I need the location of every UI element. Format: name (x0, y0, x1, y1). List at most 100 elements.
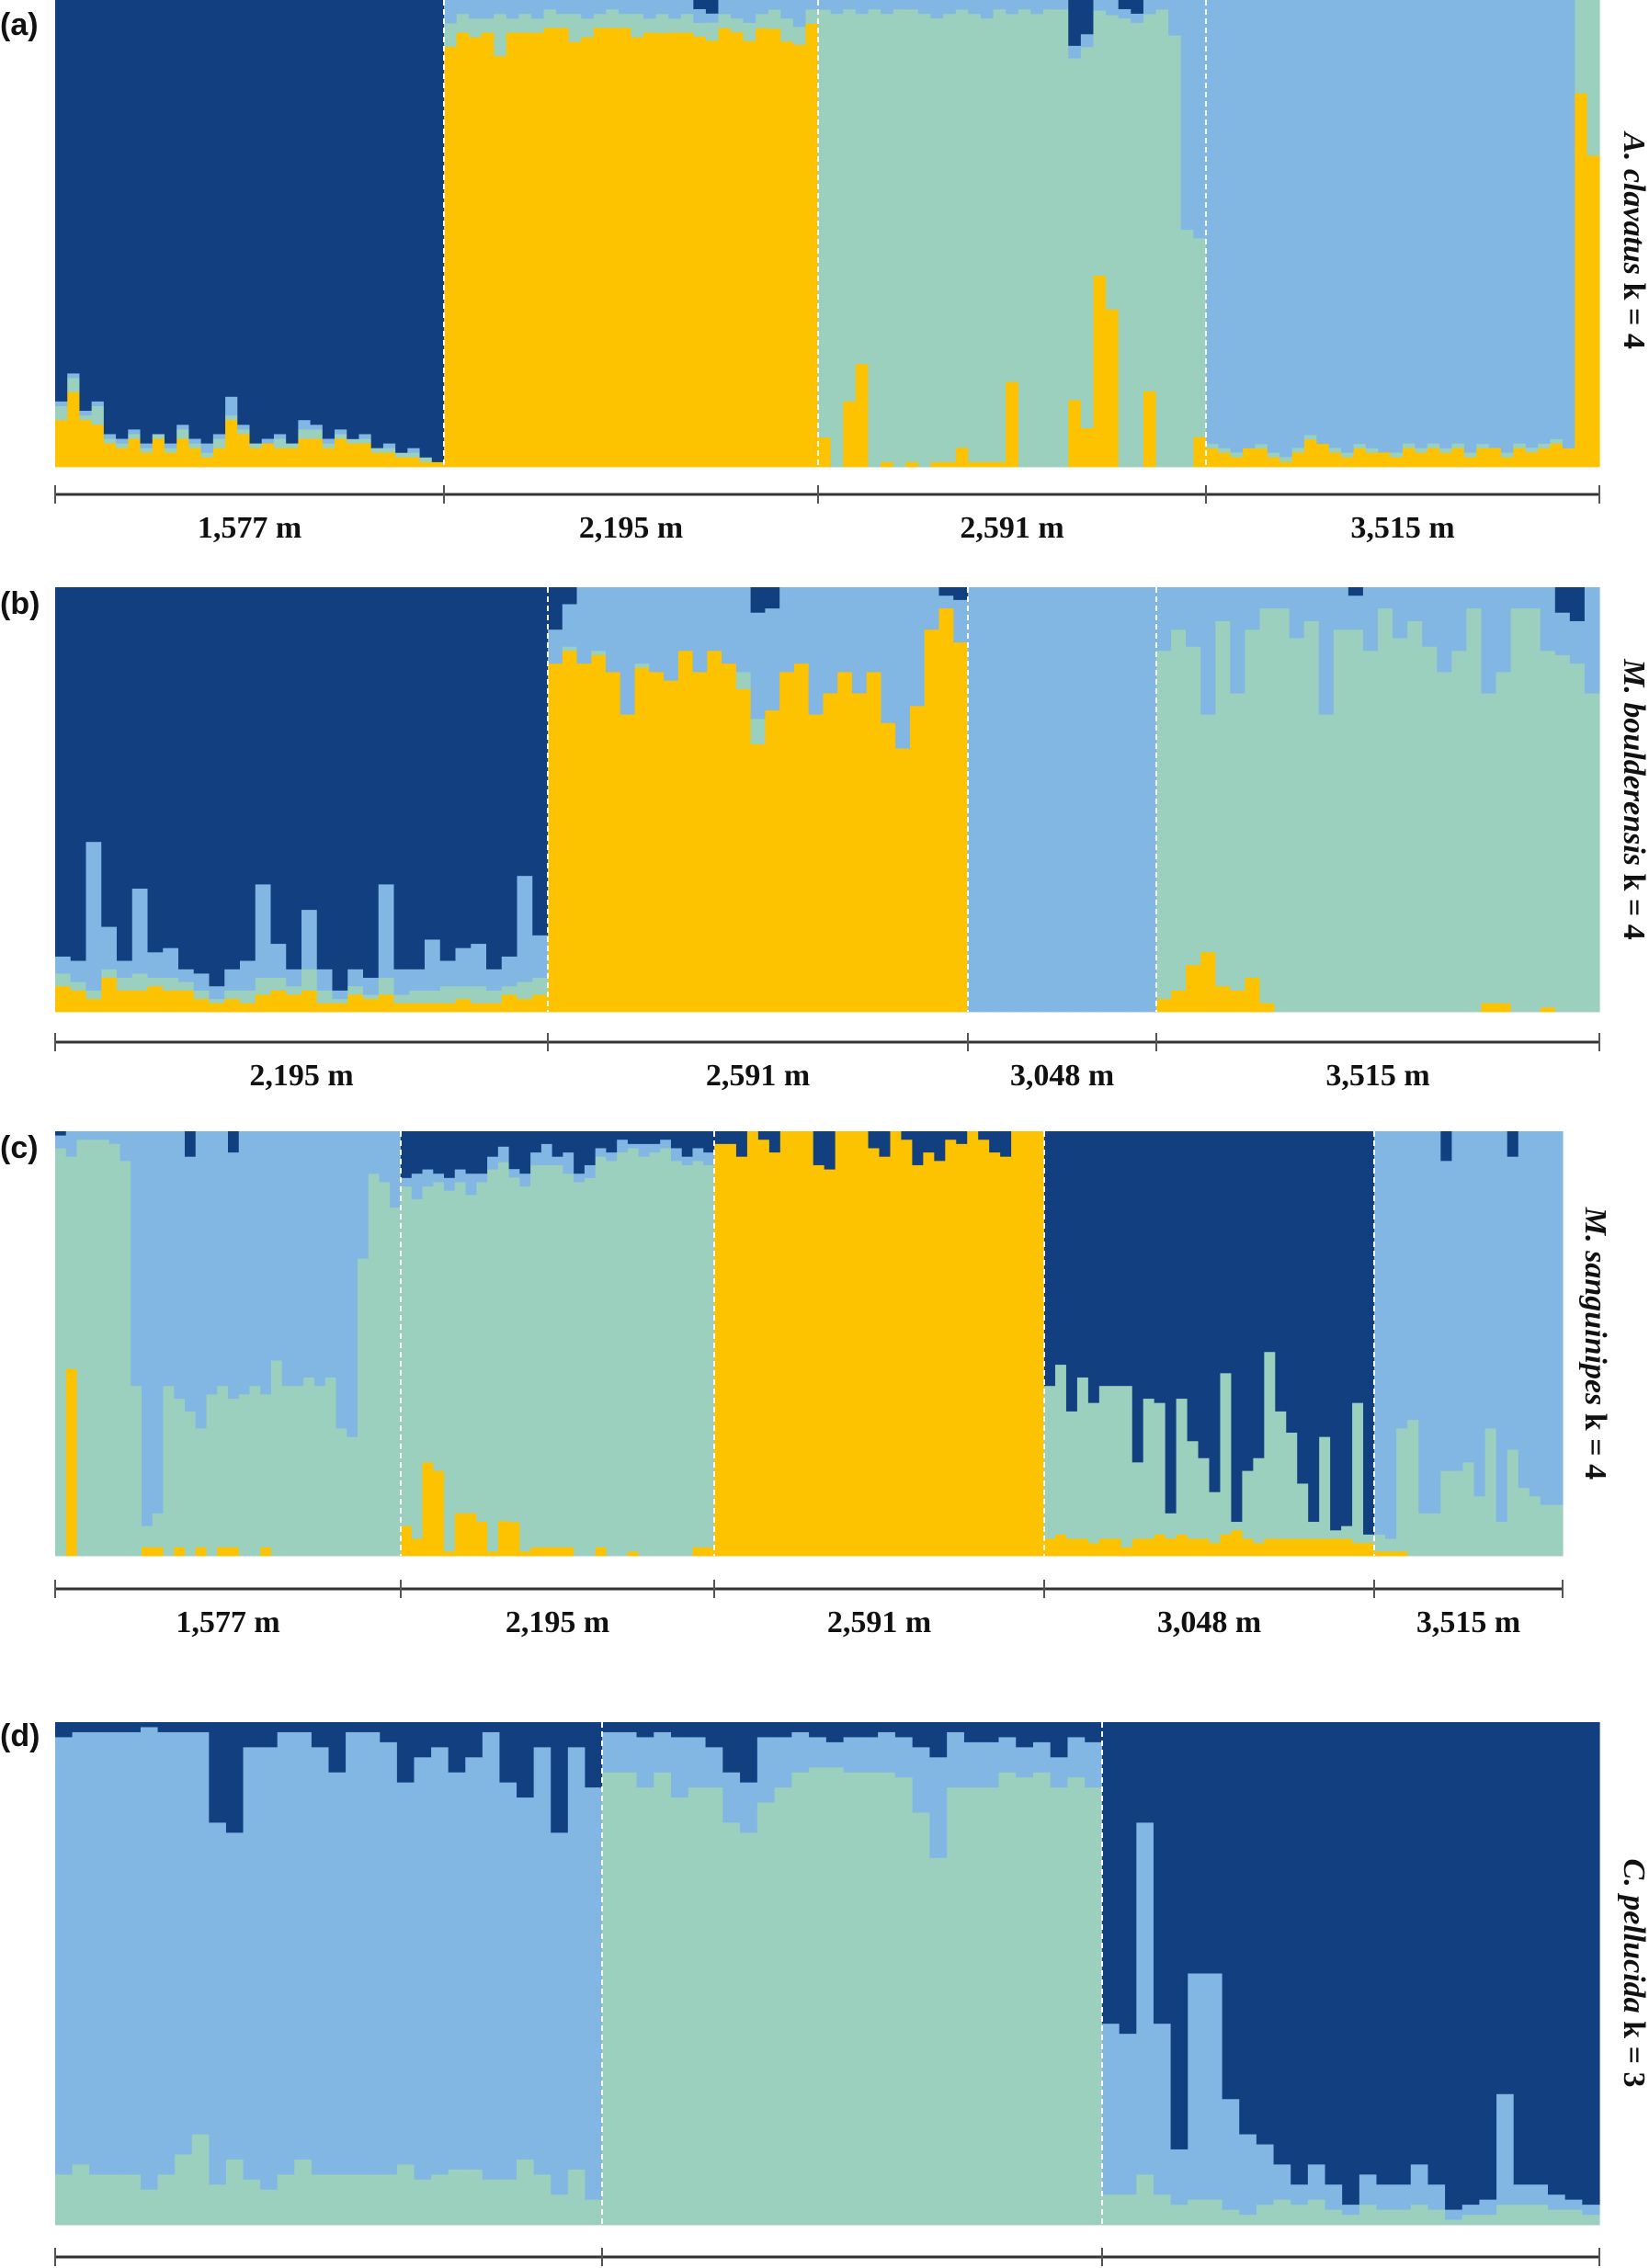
bar-segment (567, 1747, 586, 2171)
bar-segment (724, 1131, 737, 1145)
bar-segment (1510, 587, 1527, 609)
bar-segment (617, 1131, 629, 1140)
bar-segment (1353, 444, 1367, 449)
bar-segment (316, 990, 334, 1004)
bar-segment (924, 587, 940, 630)
bar-segment (157, 1731, 176, 2175)
bar-group (55, 1722, 1600, 2226)
bar-segment (722, 1722, 741, 1774)
bar-segment (981, 1722, 1000, 1743)
bar-segment (152, 1513, 165, 1548)
bar-segment (938, 608, 954, 1013)
bar-segment (67, 0, 81, 374)
bar-segment (955, 9, 969, 448)
bar-segment (469, 18, 483, 39)
bar-segment (395, 452, 408, 459)
population-label: 3,048 m (1157, 1605, 1261, 1639)
bar-segment (1264, 1131, 1276, 1353)
bar-segment (1525, 452, 1539, 468)
bar-segment (1102, 2024, 1120, 2195)
bar-segment (731, 32, 745, 468)
bar-segment (1461, 2215, 1481, 2226)
bar-segment (152, 438, 165, 468)
bar-segment (779, 587, 795, 673)
bar-segment (1325, 1722, 1343, 2185)
bar-segment (982, 587, 998, 1013)
bar-segment (1513, 2205, 1531, 2226)
bar-segment (91, 401, 105, 407)
bar-segment (843, 1737, 861, 1774)
bar-segment (101, 587, 118, 927)
population-label: 1,577 m (176, 1605, 279, 1639)
bar-segment (1136, 1822, 1154, 2175)
bar-segment (722, 1822, 741, 2226)
bar-segment (843, 1772, 861, 2226)
bar-segment (617, 1140, 629, 1153)
bar-segment (519, 1186, 531, 1552)
bar-segment (152, 1547, 165, 1557)
bar-segment (164, 443, 177, 449)
bar-segment (631, 14, 644, 39)
bar-segment (1153, 2194, 1172, 2226)
bar-segment (1378, 608, 1393, 1013)
bar-segment (191, 1731, 210, 2135)
bar-segment (532, 935, 549, 979)
bar-segment (912, 1164, 924, 1557)
bar-segment (664, 587, 679, 682)
bar-segment (1352, 1543, 1364, 1557)
bar-segment (1554, 654, 1571, 1013)
bar-segment (314, 1131, 326, 1387)
bar-segment (335, 1428, 347, 1557)
bar-segment (206, 1131, 218, 1395)
bar-segment (540, 1143, 553, 1166)
bar-segment (1215, 620, 1231, 987)
bar-segment (87, 1140, 99, 1557)
bar-segment (1068, 400, 1082, 468)
bar-segment (481, 0, 495, 19)
bar-segment (802, 1131, 814, 1557)
bar-segment (1445, 2209, 1463, 2220)
bar-segment (176, 0, 190, 425)
bar-segment (206, 1394, 218, 1557)
bar-segment (260, 1722, 279, 1748)
bar-segment (465, 1757, 483, 2171)
bar-segment (481, 32, 495, 468)
bar-segment (1142, 587, 1157, 1013)
k-label: k = 3 (1617, 2013, 1649, 2088)
bar-segment (117, 587, 133, 961)
bar-segment (1308, 1522, 1320, 1539)
bar-segment (563, 1174, 574, 1548)
bar-segment (174, 1131, 186, 1400)
bar-segment (195, 1131, 208, 1429)
bar-segment (362, 1731, 381, 2175)
bar-segment (191, 1722, 210, 1733)
bar-segment (1131, 13, 1144, 24)
bar-segment (209, 587, 225, 987)
bar-segment (499, 1722, 517, 1784)
bar-segment (301, 587, 318, 911)
bar-segment (1341, 457, 1355, 468)
bar-segment (147, 587, 164, 953)
bar-segment (735, 1156, 748, 1557)
bar-segment (532, 994, 549, 1013)
bar-segment (793, 663, 810, 1013)
bar-segment (116, 443, 129, 449)
bar-segment (1422, 646, 1438, 1013)
bar-segment (530, 1547, 542, 1557)
bar-segment (735, 688, 752, 1013)
bar-segment (1032, 1722, 1052, 1743)
population-label: 1,577 m (198, 511, 301, 545)
bar-segment (993, 9, 1006, 463)
bar-segment (1390, 0, 1404, 454)
bar-segment (825, 1767, 845, 2226)
bar-segment (981, 1787, 1000, 2226)
bar-segment (501, 986, 518, 995)
bar-segment (157, 1722, 176, 1733)
bar-segment (1525, 448, 1539, 453)
bar-segment (310, 429, 324, 439)
species-name: A. clavatus (1617, 130, 1649, 275)
bar-segment (310, 425, 324, 430)
bar-segment (1054, 587, 1070, 1013)
bar-segment (1275, 1131, 1287, 1412)
bar-segment (1374, 1131, 1386, 1536)
